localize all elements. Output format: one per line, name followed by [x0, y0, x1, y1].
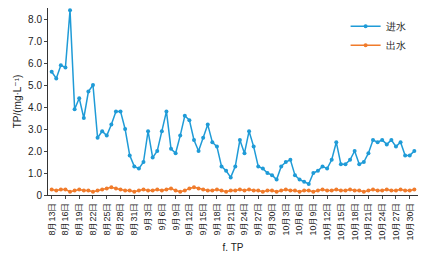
svg-text:9月6日: 9月6日	[157, 203, 167, 231]
svg-text:4.0: 4.0	[28, 102, 42, 113]
svg-text:3.0: 3.0	[28, 124, 42, 135]
svg-text:9月3日: 9月3日	[143, 203, 153, 231]
svg-text:9月9日: 9月9日	[171, 203, 181, 231]
svg-text:8月22日: 8月22日	[88, 203, 98, 236]
svg-text:f. TP: f. TP	[223, 242, 244, 253]
svg-text:9月30日: 9月30日	[267, 203, 277, 236]
svg-text:8月19日: 8月19日	[74, 203, 84, 236]
svg-text:9月12日: 9月12日	[184, 203, 194, 236]
svg-text:8月25日: 8月25日	[102, 203, 112, 236]
svg-text:8月16日: 8月16日	[60, 203, 70, 236]
svg-text:9月18日: 9月18日	[212, 203, 222, 236]
svg-text:9月21日: 9月21日	[226, 203, 236, 236]
svg-text:8月31日: 8月31日	[129, 203, 139, 236]
svg-text:0: 0	[36, 190, 42, 201]
svg-text:6.0: 6.0	[28, 58, 42, 69]
svg-text:9月24日: 9月24日	[239, 203, 249, 236]
svg-text:8月28日: 8月28日	[115, 203, 125, 236]
svg-text:10月6日: 10月6日	[294, 203, 304, 236]
svg-text:10月24日: 10月24日	[377, 203, 387, 241]
svg-text:10月30日: 10月30日	[405, 203, 415, 241]
svg-text:进水: 进水	[386, 21, 406, 32]
svg-text:9月15日: 9月15日	[198, 203, 208, 236]
svg-text:5.0: 5.0	[28, 80, 42, 91]
svg-text:10月18日: 10月18日	[350, 203, 360, 241]
svg-text:8.0: 8.0	[28, 14, 42, 25]
svg-text:TP/(mg·L⁻¹): TP/(mg·L⁻¹)	[12, 75, 23, 129]
svg-text:10月12日: 10月12日	[322, 203, 332, 241]
svg-text:2.0: 2.0	[28, 146, 42, 157]
svg-text:10月3日: 10月3日	[281, 203, 291, 236]
svg-text:10月9日: 10月9日	[308, 203, 318, 236]
svg-text:10月15日: 10月15日	[336, 203, 346, 241]
svg-text:8月13日: 8月13日	[47, 203, 57, 236]
svg-text:9月27日: 9月27日	[253, 203, 263, 236]
svg-text:7.0: 7.0	[28, 36, 42, 47]
svg-text:10月21日: 10月21日	[363, 203, 373, 241]
svg-text:出水: 出水	[386, 40, 406, 51]
svg-text:10月27日: 10月27日	[391, 203, 401, 241]
svg-text:1.0: 1.0	[28, 168, 42, 179]
